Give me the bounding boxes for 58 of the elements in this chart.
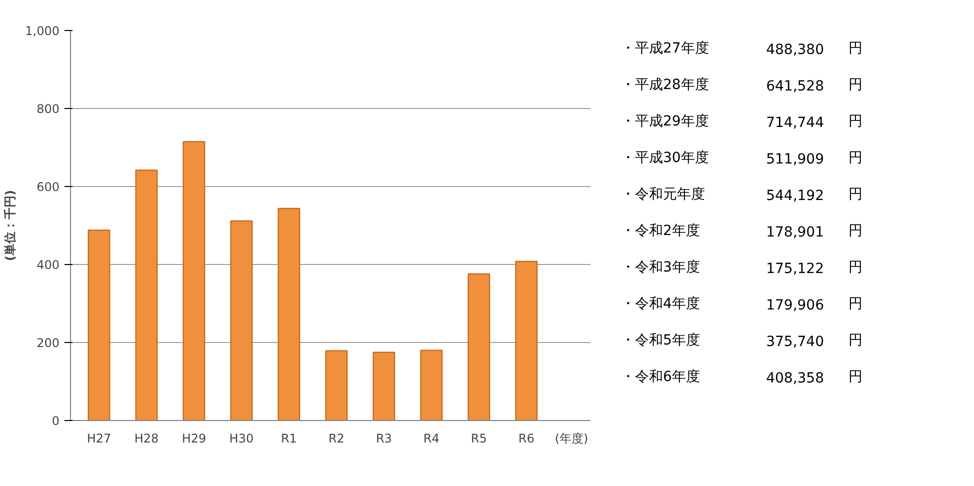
bar <box>468 273 490 420</box>
text: ・令和3年度 <box>621 259 700 276</box>
bar <box>230 220 253 420</box>
bar <box>135 170 158 420</box>
text: 円 <box>848 332 862 348</box>
text: 円 <box>848 296 862 312</box>
text: ・令和4年度 <box>621 296 700 312</box>
text: 円 <box>848 40 862 57</box>
text: 円 <box>848 114 862 130</box>
bar <box>325 350 348 420</box>
x-axis-title: (年度) <box>554 432 588 446</box>
y-tick-label: 600 <box>36 180 60 194</box>
text: ・令和6年度 <box>621 368 700 385</box>
text: 641,528 <box>766 78 824 95</box>
text: 488,380 <box>766 42 824 58</box>
bar <box>182 141 206 420</box>
x-tick-label: H30 <box>229 432 254 446</box>
y-tick-label: 0 <box>52 414 60 428</box>
text: 円 <box>848 77 862 94</box>
text: ・令和5年度 <box>621 332 700 348</box>
bar <box>372 352 396 420</box>
text: 544,192 <box>766 188 824 204</box>
x-tick-label: R3 <box>376 432 392 446</box>
text: 375,740 <box>766 334 824 350</box>
bar <box>88 230 110 420</box>
text: 175,122 <box>766 260 824 277</box>
bar <box>278 208 300 420</box>
text: 178,901 <box>766 224 824 240</box>
text: ・平成30年度 <box>621 150 709 166</box>
x-tick-label: H27 <box>86 432 112 446</box>
y-tick-label: 400 <box>36 258 60 272</box>
text: 円 <box>848 150 862 166</box>
x-tick-label: R4 <box>423 432 440 446</box>
text: ・平成28年度 <box>621 77 709 94</box>
text: 円 <box>848 186 862 203</box>
bar <box>420 350 443 420</box>
y-tick-label: 200 <box>36 336 60 350</box>
x-tick-label: R1 <box>280 432 297 446</box>
x-tick-label: R5 <box>470 432 487 446</box>
text: 511,909 <box>766 152 824 168</box>
text: 円 <box>848 368 862 385</box>
bar <box>515 260 538 420</box>
text: ・令和元年度 <box>621 186 705 203</box>
text: ・平成29年度 <box>621 114 709 130</box>
x-tick-label: R6 <box>518 432 534 446</box>
text: 179,906 <box>766 297 824 314</box>
text: 408,358 <box>766 370 824 386</box>
y-tick-label: 1,000 <box>25 24 60 38</box>
y-tick-label: 800 <box>36 102 60 116</box>
y-axis-title: (単位：千円) <box>3 190 18 261</box>
text: ・平成27年度 <box>621 40 709 57</box>
x-tick-label: H28 <box>134 432 159 446</box>
x-tick-label: H29 <box>182 432 206 446</box>
text: ・令和2年度 <box>621 222 700 239</box>
text: 円 <box>848 259 862 276</box>
text: 円 <box>848 222 862 239</box>
text: 714,744 <box>766 115 824 132</box>
x-tick-label: R2 <box>328 432 344 446</box>
